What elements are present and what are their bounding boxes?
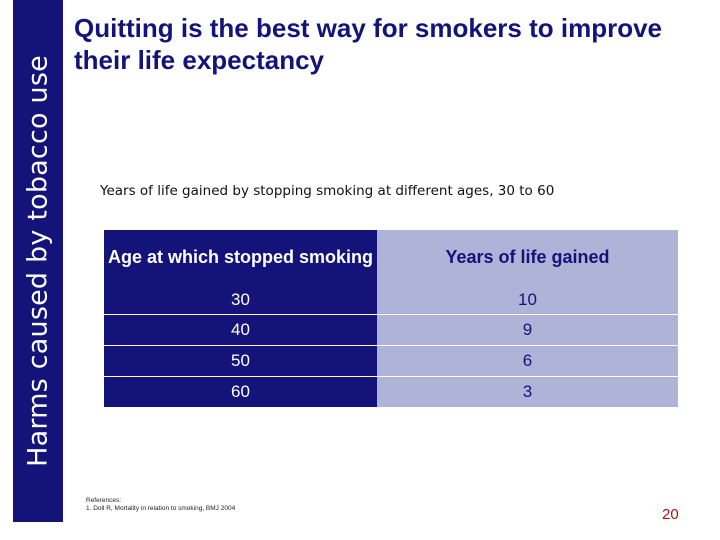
cell-age: 50 — [231, 351, 250, 370]
cell-years: 3 — [522, 382, 533, 401]
row-divider — [104, 345, 678, 346]
header-years-gained: Years of life gained — [445, 247, 610, 267]
cell-years: 10 — [518, 290, 537, 309]
cell-years: 6 — [522, 351, 533, 370]
page-number: 20 — [662, 506, 679, 523]
references-heading: References: — [86, 497, 122, 504]
sidebar-label: Harms caused by tobacco use — [22, 55, 54, 467]
table-column-age-background — [104, 230, 377, 407]
reference-item: 1. Doll R, Mortality in relation to smok… — [86, 505, 236, 512]
slide-title: Quitting is the best way for smokers to … — [74, 13, 663, 75]
row-divider — [104, 376, 678, 377]
cell-years: 9 — [522, 320, 533, 339]
cell-age: 40 — [231, 320, 250, 339]
header-age-stopped: Age at which stopped smoking — [107, 247, 374, 267]
cell-age: 30 — [231, 290, 250, 309]
row-divider — [104, 314, 678, 315]
life-years-table: Age at which stopped smoking Years of li… — [104, 230, 678, 407]
table-column-years-background — [377, 230, 678, 407]
cell-age: 60 — [231, 382, 250, 401]
table-caption: Years of life gained by stopping smoking… — [100, 183, 555, 199]
references: References: 1. Doll R, Mortality in rela… — [86, 497, 235, 513]
sidebar-band — [13, 0, 63, 522]
